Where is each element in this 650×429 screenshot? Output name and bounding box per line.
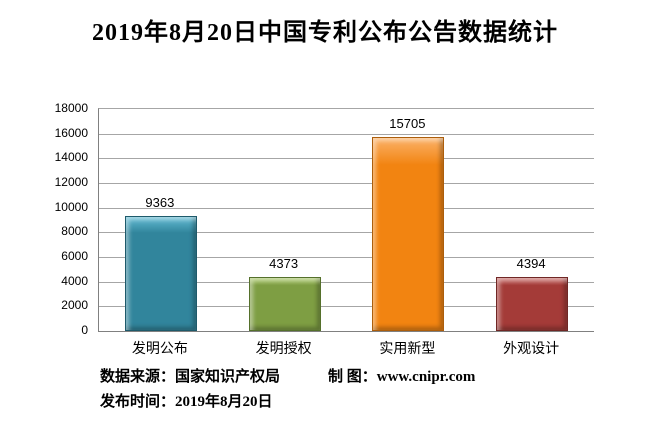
bar-value-label: 4373: [269, 256, 299, 272]
x-category-label: 发明公布: [131, 340, 188, 356]
bar-发明授权: [248, 277, 321, 331]
data-source-label: 数据来源：国家知识产权局: [100, 369, 281, 385]
y-tick-label: 10000: [54, 199, 88, 214]
y-tick-label: 2000: [61, 298, 88, 313]
gridline: [99, 306, 594, 308]
publish-date-label: 发布时间：2019年8月20日: [100, 394, 273, 410]
gridline: [99, 207, 594, 209]
gridline: [99, 158, 594, 160]
gridline: [99, 281, 594, 283]
x-category-label: 外观设计: [503, 340, 560, 356]
gridline: [99, 257, 594, 258]
bar-value-label: 15705: [389, 116, 426, 132]
bar-实用新型: [372, 137, 445, 331]
y-tick-label: 4000: [61, 273, 88, 288]
plot-area: [98, 108, 594, 332]
x-category-label: 发明授权: [255, 340, 312, 356]
bar-value-label: 9363: [145, 194, 175, 210]
y-tick-label: 16000: [54, 125, 88, 140]
gridline: [99, 232, 594, 234]
gridline: [99, 133, 594, 135]
bar-value-label: 4394: [516, 255, 546, 271]
bar-外观设计: [496, 276, 569, 331]
gridline: [99, 183, 594, 184]
y-tick-label: 8000: [61, 224, 88, 239]
y-tick-label: 6000: [61, 249, 88, 263]
y-tick-label: 18000: [54, 101, 88, 115]
bar-发明公布: [124, 215, 197, 331]
chart-title: 2019年8月20日中国专利公布公告数据统计: [92, 20, 558, 46]
y-tick-label: 12000: [54, 175, 88, 189]
y-tick-label: 14000: [54, 150, 88, 165]
x-category-label: 实用新型: [379, 340, 436, 356]
y-tick-label: 0: [81, 323, 88, 337]
chart-credit-label: 制 图：www.cnipr.com: [328, 369, 476, 385]
